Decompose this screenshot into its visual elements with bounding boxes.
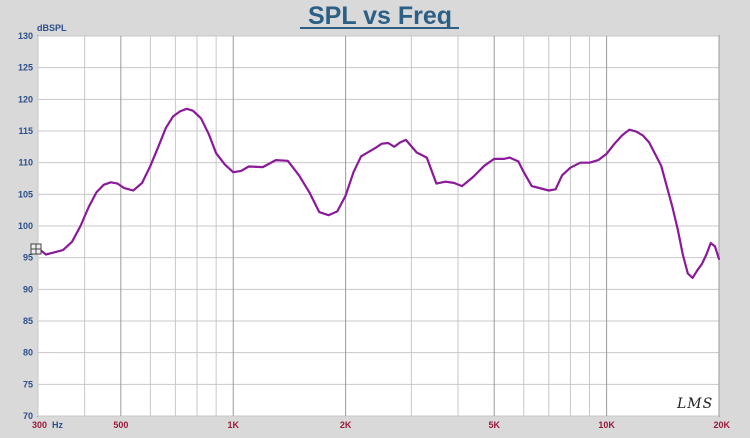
- series-layer: [36, 107, 721, 279]
- x-tick-label: 20K: [713, 420, 730, 430]
- x-tick-labels: 300 500 1K 2K 5K 10K 20K: [32, 420, 730, 430]
- y-tick-label: 125: [18, 63, 33, 73]
- y-tick-label: 130: [18, 31, 33, 41]
- x-tick-label: 2K: [340, 420, 352, 430]
- y-tick-label: 80: [23, 348, 33, 358]
- y-tick-label: 70: [23, 411, 33, 421]
- x-axis-unit: Hz: [52, 420, 63, 430]
- x-tick-label: 300: [32, 420, 47, 430]
- y-axis-label: dBSPL: [37, 23, 67, 33]
- x-tick-label: 10K: [598, 420, 615, 430]
- x-tick-label: 1K: [227, 420, 239, 430]
- spl-series-line: [36, 107, 721, 279]
- y-tick-labels: 130 125 120 115 110 105 100 95 90 85 80 75 70: [18, 31, 33, 421]
- y-tick-label: 85: [23, 316, 33, 326]
- y-tick-label: 95: [23, 253, 33, 263]
- y-tick-label: 110: [18, 158, 33, 168]
- x-tick-label: 5K: [488, 420, 500, 430]
- y-tick-label: 100: [18, 221, 33, 231]
- y-tick-label: 90: [23, 284, 33, 294]
- x-tick-label: 500: [113, 420, 128, 430]
- cursor-marker-icon[interactable]: [30, 243, 42, 255]
- y-tick-label: 115: [18, 126, 33, 136]
- chart-title: SPL vs Freq: [308, 2, 452, 30]
- lms-logo: LMS: [676, 396, 713, 412]
- y-tick-label: 75: [23, 379, 33, 389]
- y-tick-label: 105: [18, 189, 33, 199]
- y-tick-label: 120: [18, 94, 33, 104]
